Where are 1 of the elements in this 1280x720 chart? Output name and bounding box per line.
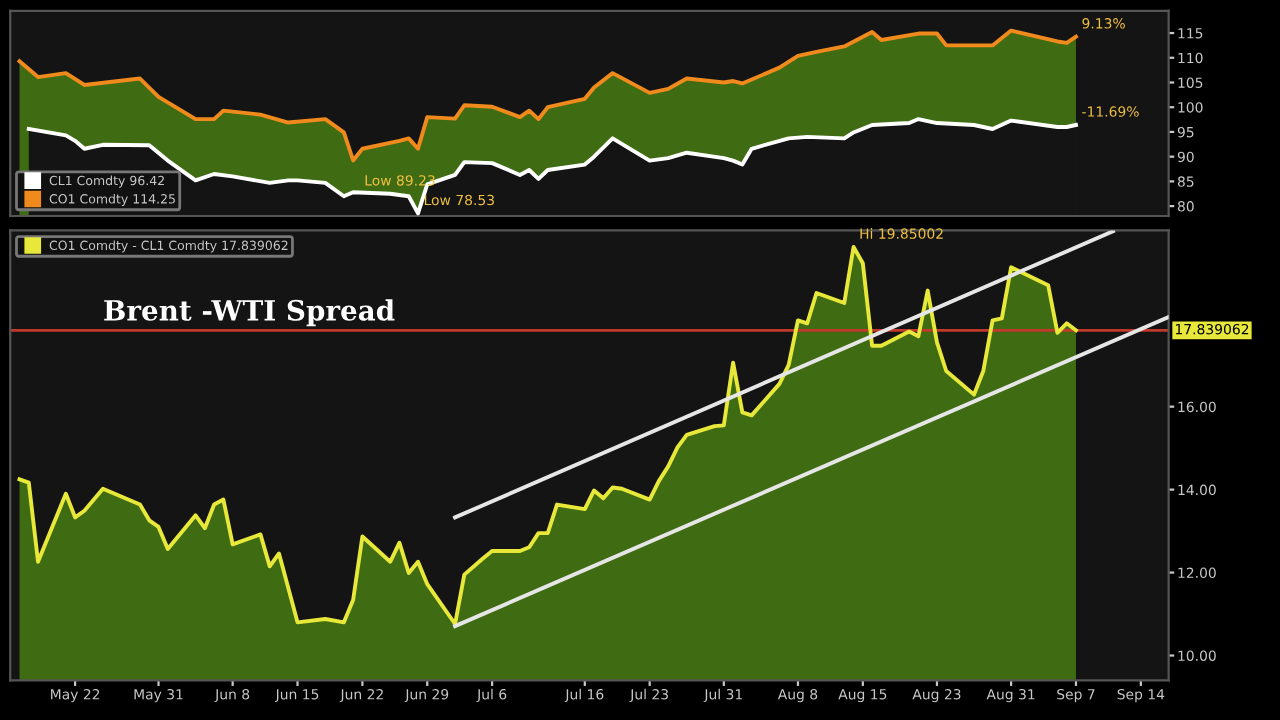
text: Brent -WTI Spread bbox=[104, 299, 395, 327]
